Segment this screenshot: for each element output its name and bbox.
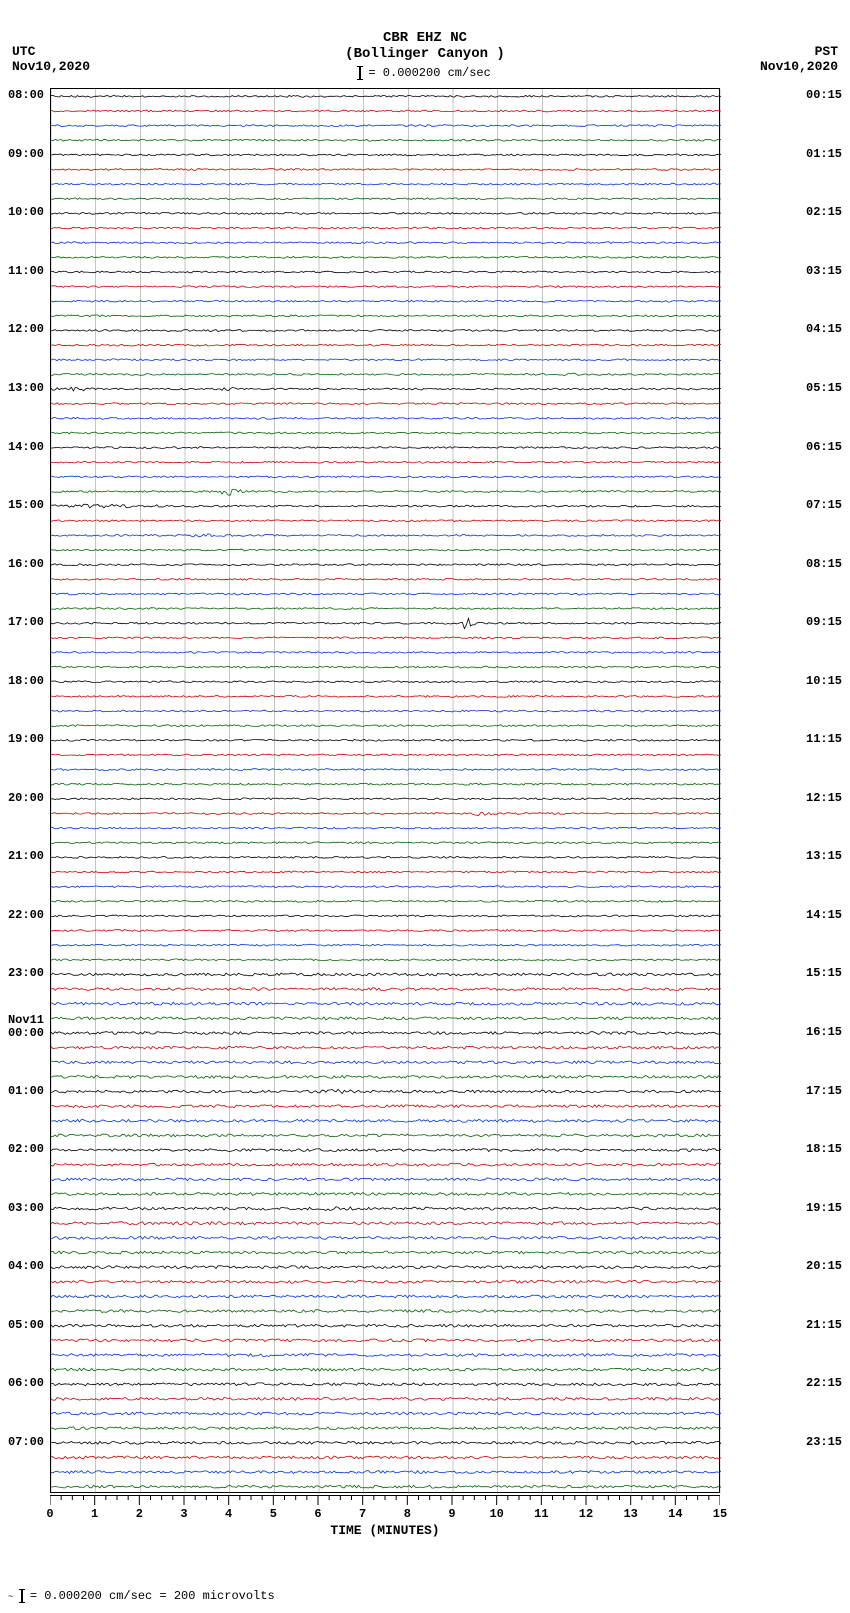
- x-tick-label: 2: [136, 1507, 143, 1521]
- left-hour-label: 10:00: [8, 205, 44, 219]
- x-axis: 0123456789101112131415 TIME (MINUTES): [50, 1495, 720, 1555]
- right-hour-label: 17:15: [806, 1084, 842, 1098]
- left-hour-label: 08:00: [8, 88, 44, 102]
- x-tick-label: 7: [359, 1507, 366, 1521]
- right-hour-label: 02:15: [806, 205, 842, 219]
- left-day-break-label: Nov1100:00: [8, 1014, 44, 1040]
- right-hour-label: 07:15: [806, 498, 842, 512]
- left-hour-label: 23:00: [8, 966, 44, 980]
- left-hour-label: 14:00: [8, 440, 44, 454]
- scale-label: = 0.000200 cm/sec: [368, 66, 490, 80]
- right-timezone: PST Nov10,2020: [760, 44, 838, 74]
- right-hour-label: 04:15: [806, 322, 842, 336]
- right-hour-label: 00:15: [806, 88, 842, 102]
- seismogram-svg: [51, 89, 721, 1494]
- left-hour-label: 18:00: [8, 674, 44, 688]
- left-hour-label: 09:00: [8, 147, 44, 161]
- x-tick-label: 8: [404, 1507, 411, 1521]
- x-tick-label: 15: [713, 1507, 727, 1521]
- left-hour-label: 01:00: [8, 1084, 44, 1098]
- left-hour-label: 07:00: [8, 1435, 44, 1449]
- x-tick-label: 12: [579, 1507, 593, 1521]
- right-hour-label: 13:15: [806, 849, 842, 863]
- left-hour-label: 17:00: [8, 615, 44, 629]
- right-hour-label: 10:15: [806, 674, 842, 688]
- x-tick-label: 0: [46, 1507, 53, 1521]
- chart-header: CBR EHZ NC (Bollinger Canyon ) = 0.00020…: [0, 30, 850, 80]
- footer-scale: ~ = 0.000200 cm/sec = 200 microvolts: [8, 1589, 275, 1603]
- tz-right-label: PST: [760, 44, 838, 59]
- tz-left-label: UTC: [12, 44, 90, 59]
- right-hour-label: 01:15: [806, 147, 842, 161]
- left-hour-label: 20:00: [8, 791, 44, 805]
- right-hour-axis: 00:15 01:15 02:15 03:15 04:15 05:15 06:15 07:15…: [802, 88, 850, 1493]
- left-hour-label: 15:00: [8, 498, 44, 512]
- x-tick-label: 5: [270, 1507, 277, 1521]
- left-hour-label: 06:00: [8, 1376, 44, 1390]
- footer-scale-bar-icon: [21, 1589, 23, 1603]
- x-tick-label: 14: [668, 1507, 682, 1521]
- right-hour-label: 22:15: [806, 1376, 842, 1390]
- x-axis-ticks: [50, 1495, 720, 1513]
- right-hour-label: 20:15: [806, 1259, 842, 1273]
- left-hour-axis: 08:00 09:00 10:00 11:00 12:00 13:00 14:00 15:00…: [0, 88, 48, 1493]
- tz-left-date: Nov10,2020: [12, 59, 90, 74]
- x-tick-label: 3: [180, 1507, 187, 1521]
- left-hour-label: 16:00: [8, 557, 44, 571]
- footer-tilde: ~: [8, 1592, 13, 1602]
- right-hour-label: 09:15: [806, 615, 842, 629]
- left-hour-label: 12:00: [8, 322, 44, 336]
- right-hour-label: 03:15: [806, 264, 842, 278]
- x-tick-label: 11: [534, 1507, 548, 1521]
- left-timezone: UTC Nov10,2020: [12, 44, 90, 74]
- x-tick-label: 1: [91, 1507, 98, 1521]
- footer-scale-text: = 0.000200 cm/sec = 200 microvolts: [30, 1589, 275, 1603]
- right-hour-label: 06:15: [806, 440, 842, 454]
- right-hour-label: 16:15: [806, 1025, 842, 1039]
- scale-indicator: = 0.000200 cm/sec: [0, 66, 850, 80]
- station-id: CBR EHZ NC: [0, 30, 850, 46]
- x-tick-label: 10: [489, 1507, 503, 1521]
- right-hour-label: 05:15: [806, 381, 842, 395]
- left-hour-label: 13:00: [8, 381, 44, 395]
- left-hour-label: 03:00: [8, 1201, 44, 1215]
- right-hour-label: 15:15: [806, 966, 842, 980]
- right-hour-label: 18:15: [806, 1142, 842, 1156]
- left-hour-label: 04:00: [8, 1259, 44, 1273]
- x-tick-label: 6: [314, 1507, 321, 1521]
- right-hour-label: 12:15: [806, 791, 842, 805]
- right-hour-label: 11:15: [806, 732, 842, 746]
- station-name: (Bollinger Canyon ): [0, 46, 850, 62]
- scale-bar-icon: [359, 66, 361, 80]
- left-hour-label: 19:00: [8, 732, 44, 746]
- right-hour-label: 14:15: [806, 908, 842, 922]
- left-hour-label: 05:00: [8, 1318, 44, 1332]
- tz-right-date: Nov10,2020: [760, 59, 838, 74]
- left-hour-label: 11:00: [8, 264, 44, 278]
- right-hour-label: 08:15: [806, 557, 842, 571]
- right-hour-label: 21:15: [806, 1318, 842, 1332]
- x-tick-label: 9: [448, 1507, 455, 1521]
- x-tick-label: 4: [225, 1507, 232, 1521]
- left-hour-label: 21:00: [8, 849, 44, 863]
- left-hour-label: 02:00: [8, 1142, 44, 1156]
- right-hour-label: 23:15: [806, 1435, 842, 1449]
- seismogram-chart: [50, 88, 720, 1493]
- x-axis-title: TIME (MINUTES): [50, 1523, 720, 1538]
- right-hour-label: 19:15: [806, 1201, 842, 1215]
- x-tick-label: 13: [623, 1507, 637, 1521]
- left-hour-label: 22:00: [8, 908, 44, 922]
